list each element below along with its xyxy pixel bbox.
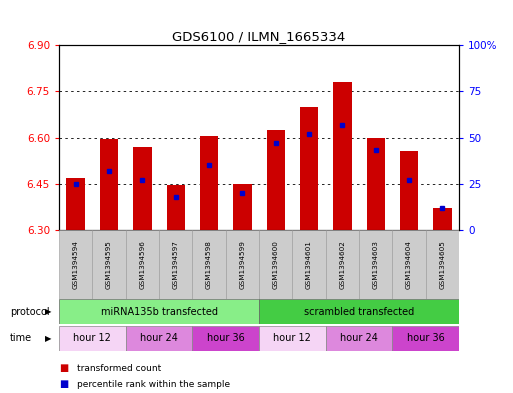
Bar	[167, 185, 185, 230]
Bar	[126, 326, 192, 351]
Bar	[259, 299, 459, 324]
Bar	[259, 326, 326, 351]
Bar	[300, 107, 318, 230]
Bar	[392, 326, 459, 351]
Bar	[133, 147, 151, 230]
Bar	[200, 136, 218, 230]
Bar	[159, 230, 192, 299]
Bar	[367, 138, 385, 230]
Text: time: time	[10, 333, 32, 343]
Bar	[92, 230, 126, 299]
Text: percentile rank within the sample: percentile rank within the sample	[77, 380, 230, 389]
Bar	[326, 230, 359, 299]
Bar	[433, 208, 451, 230]
Text: ■: ■	[59, 363, 68, 373]
Text: hour 36: hour 36	[407, 333, 445, 343]
Bar	[59, 299, 259, 324]
Bar	[126, 230, 159, 299]
Text: ■: ■	[59, 379, 68, 389]
Bar	[100, 139, 118, 230]
Text: GSM1394599: GSM1394599	[240, 240, 245, 289]
Text: GSM1394594: GSM1394594	[73, 240, 78, 289]
Text: GSM1394596: GSM1394596	[140, 240, 145, 289]
Bar	[292, 230, 326, 299]
Bar	[259, 230, 292, 299]
Bar	[392, 230, 426, 299]
Bar	[192, 230, 226, 299]
Bar	[59, 230, 92, 299]
Bar	[426, 230, 459, 299]
Text: GSM1394595: GSM1394595	[106, 240, 112, 289]
Bar	[326, 326, 392, 351]
Bar	[267, 130, 285, 230]
Bar	[400, 151, 418, 230]
Text: ▶: ▶	[45, 307, 52, 316]
Text: GSM1394603: GSM1394603	[373, 240, 379, 289]
Text: ▶: ▶	[45, 334, 52, 343]
Title: GDS6100 / ILMN_1665334: GDS6100 / ILMN_1665334	[172, 29, 346, 42]
Bar	[226, 230, 259, 299]
Text: scrambled transfected: scrambled transfected	[304, 307, 414, 317]
Bar	[233, 184, 251, 230]
Text: hour 36: hour 36	[207, 333, 245, 343]
Text: GSM1394600: GSM1394600	[273, 240, 279, 289]
Bar	[192, 326, 259, 351]
Bar	[59, 326, 126, 351]
Text: hour 12: hour 12	[73, 333, 111, 343]
Text: miRNA135b transfected: miRNA135b transfected	[101, 307, 218, 317]
Text: hour 12: hour 12	[273, 333, 311, 343]
Text: hour 24: hour 24	[140, 333, 178, 343]
Bar	[67, 178, 85, 230]
Bar	[359, 230, 392, 299]
Text: GSM1394598: GSM1394598	[206, 240, 212, 289]
Text: GSM1394597: GSM1394597	[173, 240, 179, 289]
Text: GSM1394601: GSM1394601	[306, 240, 312, 289]
Text: GSM1394604: GSM1394604	[406, 240, 412, 289]
Bar	[333, 82, 351, 230]
Text: transformed count: transformed count	[77, 364, 161, 373]
Text: hour 24: hour 24	[340, 333, 378, 343]
Text: GSM1394602: GSM1394602	[340, 240, 345, 289]
Text: GSM1394605: GSM1394605	[440, 240, 445, 289]
Text: protocol: protocol	[10, 307, 50, 317]
